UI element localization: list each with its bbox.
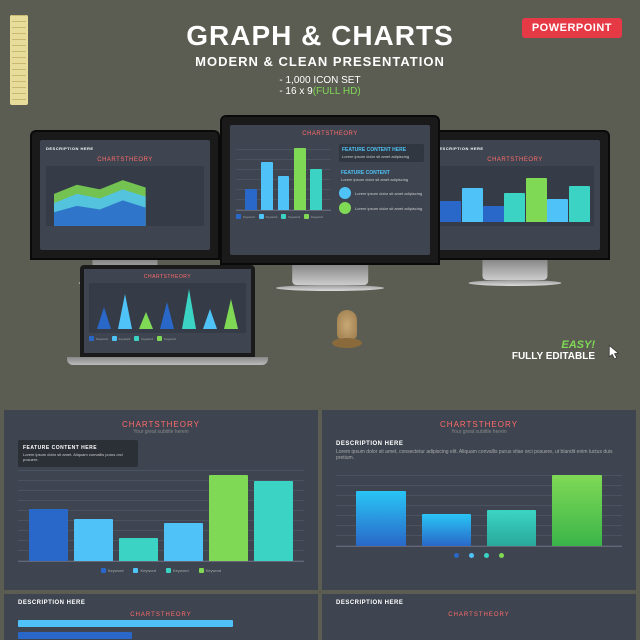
chart-peak	[182, 289, 196, 329]
legend-item: Keyword	[304, 214, 323, 219]
peak-chart	[89, 283, 246, 333]
chart-bar	[29, 509, 68, 561]
easy-badge: EASY! FULLY EDITABLE	[512, 339, 595, 362]
slide-1: CHARTSTHEORY Your great subtitle herein …	[4, 410, 318, 590]
bar-chart	[18, 467, 304, 562]
legend-item: Keyword	[101, 568, 124, 573]
legend-item	[484, 553, 489, 558]
chart-bar	[245, 189, 257, 210]
chart-title: CHARTSTHEORY	[236, 131, 424, 137]
legend: KeywordKeywordKeywordKeyword	[89, 336, 246, 341]
feature-ratio-prefix: - 16 x 9	[279, 86, 312, 97]
chart-peak	[97, 307, 111, 329]
chart-bar	[164, 523, 203, 561]
subtitle: MODERN & CLEAN PRESENTATION	[20, 54, 620, 69]
chart-bar	[440, 201, 461, 222]
feature-ratio-suffix: (FULL HD)	[313, 86, 361, 97]
chart-title: CHARTSTHEORY	[436, 157, 594, 163]
chart-bar	[278, 176, 290, 211]
legend-item: Keyword	[259, 214, 278, 219]
legend	[336, 553, 622, 558]
bar-chart	[336, 467, 622, 547]
legend-item: Keyword	[199, 568, 222, 573]
ruler-decoration	[10, 15, 28, 105]
legend: Keyword Keyword Keyword Keyword	[18, 568, 304, 573]
stamp-decoration	[332, 310, 362, 355]
chart-bar	[487, 510, 537, 546]
description: DESCRIPTION HERE Lorem ipsum dolor sit a…	[336, 441, 622, 461]
chart-bar	[569, 186, 590, 222]
monitor-center: CHARTSTHEORY FEATURE CONTENT HERE Lorem …	[220, 115, 440, 265]
legend-item: Keyword	[133, 568, 156, 573]
desc-title: DESCRIPTION HERE	[436, 146, 594, 151]
chart-title: CHARTSTHEORY	[46, 157, 204, 163]
feature-callout: FEATURE CONTENT HERE Lorem ipsum dolor s…	[18, 440, 138, 467]
chart-bar	[310, 169, 322, 210]
legend-item	[454, 553, 459, 558]
chart-bar	[526, 178, 547, 222]
chart-bar	[547, 199, 568, 222]
slide-3: DESCRIPTION HERE CHARTSTHEORY	[4, 594, 318, 640]
chart-bar	[209, 475, 248, 561]
legend: KeywordKeywordKeywordKeyword	[236, 214, 424, 219]
feature-icon-count: - 1,000 ICON SET	[279, 75, 360, 86]
chart-bar	[462, 188, 483, 222]
chart-bar	[254, 481, 293, 561]
chart-peak	[139, 312, 153, 329]
chart-bar	[74, 519, 113, 561]
chart-bar	[261, 162, 273, 210]
desc-title: DESCRIPTION HERE	[46, 146, 204, 151]
hbar-chart	[18, 618, 304, 640]
chart-bar	[504, 193, 525, 222]
chart-bar	[552, 475, 602, 546]
monitor-left: DESCRIPTION HERE CHARTSTHEORY	[30, 130, 220, 260]
cursor-icon	[604, 342, 622, 364]
slide-grid: CHARTSTHEORY Your great subtitle herein …	[0, 410, 640, 640]
bar-chart	[436, 166, 594, 226]
area-chart	[46, 166, 204, 226]
chart-bar	[422, 514, 472, 546]
slide-2: CHARTSTHEORY Your great subtitle herein …	[322, 410, 636, 590]
legend-item: Keyword	[157, 336, 176, 341]
feature-list: - 1,000 ICON SET - 16 x 9(FULL HD)	[20, 75, 620, 97]
monitor-right: DESCRIPTION HERE CHARTSTHEORY	[420, 130, 610, 260]
feature-callout: FEATURE CONTENT HERE Lorem ipsum dolor s…	[339, 144, 424, 162]
chart-peak	[118, 294, 132, 329]
hbar	[18, 618, 304, 628]
chart-bar	[119, 538, 158, 562]
chart-peak	[224, 299, 238, 329]
chart-bar	[294, 148, 306, 210]
legend-item: Keyword	[134, 336, 153, 341]
legend-item: Keyword	[281, 214, 300, 219]
slide-4: DESCRIPTION HERE CHARTSTHEORY	[322, 594, 636, 640]
bar-chart	[236, 141, 331, 211]
laptop: CHARTSTHEORY KeywordKeywordKeywordKeywor…	[80, 265, 255, 365]
chart-peak	[160, 302, 174, 329]
hero-section: POWERPOINT GRAPH & CHARTS MODERN & CLEAN…	[0, 0, 640, 410]
chart-peak	[203, 309, 217, 329]
chart-title: CHARTSTHEORY	[89, 274, 246, 280]
chart-bar	[483, 206, 504, 222]
legend-item: Keyword	[166, 568, 189, 573]
legend-item: Keyword	[112, 336, 131, 341]
hbar	[18, 630, 304, 640]
legend-item	[499, 553, 504, 558]
legend-item: Keyword	[236, 214, 255, 219]
legend-item	[469, 553, 474, 558]
legend-item: Keyword	[89, 336, 108, 341]
powerpoint-badge: POWERPOINT	[522, 18, 622, 38]
chart-bar	[356, 491, 406, 546]
